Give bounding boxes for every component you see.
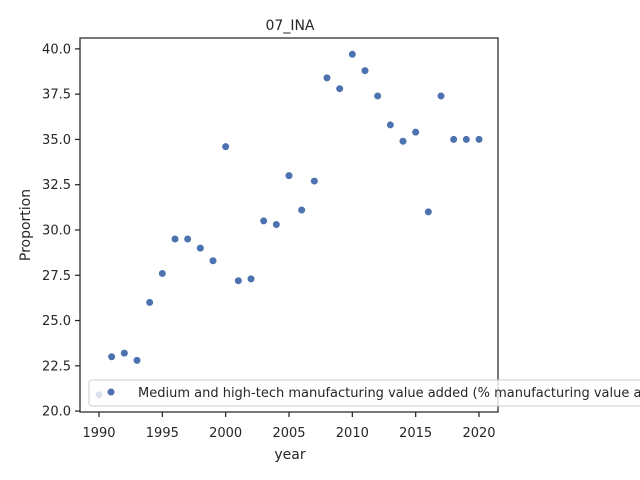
data-point bbox=[424, 208, 432, 216]
data-point bbox=[348, 50, 356, 58]
x-tick-label: 2005 bbox=[272, 426, 305, 441]
y-tick-label: 22.5 bbox=[42, 359, 71, 374]
data-point bbox=[196, 244, 204, 252]
data-point bbox=[133, 356, 141, 364]
x-tick-label: 2010 bbox=[336, 426, 369, 441]
data-points bbox=[95, 50, 483, 399]
data-point bbox=[374, 92, 382, 100]
y-tick-label: 27.5 bbox=[42, 269, 71, 284]
data-point bbox=[247, 275, 255, 283]
data-point bbox=[158, 269, 166, 277]
data-point bbox=[171, 235, 179, 243]
data-point bbox=[462, 135, 470, 143]
legend: Medium and high-tech manufacturing value… bbox=[88, 379, 640, 407]
y-tick-label: 32.5 bbox=[42, 178, 71, 193]
data-point bbox=[450, 135, 458, 143]
data-point bbox=[222, 143, 230, 151]
data-point bbox=[108, 353, 116, 361]
data-point bbox=[209, 257, 217, 265]
data-point bbox=[234, 277, 242, 285]
x-tick-label: 2000 bbox=[209, 426, 242, 441]
data-point bbox=[336, 85, 344, 93]
data-point bbox=[272, 221, 280, 229]
data-point bbox=[437, 92, 445, 100]
data-point bbox=[260, 217, 268, 225]
x-tick-label: 1990 bbox=[82, 426, 115, 441]
y-tick-label: 20.0 bbox=[42, 405, 71, 420]
y-tick-label: 35.0 bbox=[42, 133, 71, 148]
data-point bbox=[475, 135, 483, 143]
y-tick-label: 40.0 bbox=[42, 42, 71, 57]
y-tick-label: 37.5 bbox=[42, 88, 71, 103]
data-point bbox=[298, 206, 306, 214]
data-point bbox=[399, 137, 407, 145]
legend-marker bbox=[107, 388, 115, 396]
data-point bbox=[285, 172, 293, 180]
x-tick-label: 2020 bbox=[462, 426, 495, 441]
data-point bbox=[323, 74, 331, 82]
data-point bbox=[120, 349, 128, 357]
plot-frame bbox=[79, 37, 499, 413]
y-axis: 20.0 22.5 25.0 27.5 30.0 32.5 35.0 37.5 40.0 bbox=[42, 42, 80, 420]
data-point bbox=[184, 235, 192, 243]
chart-title: 07_INA bbox=[266, 18, 315, 34]
y-axis-label: Proportion bbox=[18, 189, 34, 261]
x-axis: 1990 1995 2000 2005 2010 2015 2020 bbox=[82, 412, 496, 441]
data-point bbox=[412, 128, 420, 136]
x-tick-label: 2015 bbox=[399, 426, 432, 441]
data-point bbox=[310, 177, 318, 185]
x-tick-label: 1995 bbox=[146, 426, 179, 441]
data-point bbox=[146, 298, 154, 306]
data-point bbox=[361, 67, 369, 75]
y-tick-label: 30.0 bbox=[42, 223, 71, 238]
data-point bbox=[386, 121, 394, 129]
legend-box bbox=[88, 379, 640, 407]
x-axis-label: year bbox=[274, 447, 305, 463]
y-tick-label: 25.0 bbox=[42, 314, 71, 329]
legend-label: Medium and high-tech manufacturing value… bbox=[138, 386, 640, 401]
